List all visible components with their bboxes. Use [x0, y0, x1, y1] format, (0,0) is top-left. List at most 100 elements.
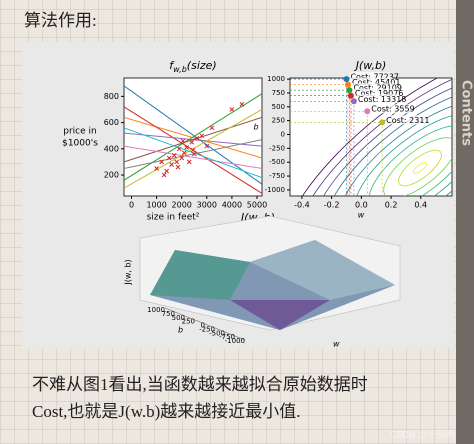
y-axis-label: price in [63, 127, 96, 137]
side-text: Contents [459, 80, 474, 146]
contour [353, 112, 452, 196]
y-tick-label: -1000 [265, 186, 285, 194]
data-point [181, 150, 187, 156]
heading: 算法作用: [24, 11, 97, 30]
data-point [174, 159, 180, 165]
y-tick-label: -250 [269, 144, 285, 152]
data-point [179, 155, 185, 161]
x-tick-label: 5000 [247, 201, 267, 210]
y-tick-label: 200 [104, 171, 119, 180]
x-axis-label: w [333, 340, 340, 349]
label-box [350, 77, 393, 87]
caption-line: 不难从图1看出,当函数越来越拟合原始数据时 [32, 375, 368, 394]
data-point [229, 107, 235, 112]
data-point [184, 145, 190, 150]
label-box [385, 115, 428, 125]
data-point [186, 159, 192, 165]
x-tick-label: 0.0 [355, 201, 368, 210]
data-point [199, 133, 205, 139]
contour [290, 78, 452, 196]
descent-point [379, 119, 386, 126]
y-tick-label: -750 [269, 172, 285, 180]
label-box [353, 88, 396, 98]
descent-point [364, 108, 371, 115]
fit-line [123, 85, 263, 185]
surface [150, 250, 250, 300]
descent-point [346, 87, 353, 94]
b-tick-label: 250 [182, 318, 195, 326]
y-tick-label: 750 [272, 89, 285, 97]
cost-label: Cost: 13318 [358, 95, 406, 104]
contour [324, 87, 452, 196]
watermark: CSDN @于新明 [390, 429, 455, 441]
axis [164, 307, 246, 341]
b-tick-label: 750 [162, 310, 175, 318]
caption-line: Cost,也就是J(w.b)越来越接近最小值. [32, 402, 301, 421]
data-point [209, 125, 215, 131]
title-tail: (size) [187, 59, 217, 72]
x-tick-label: 2000 [172, 201, 192, 210]
contour [398, 149, 442, 187]
title-sub: w,b [173, 65, 187, 74]
fit-line [123, 109, 263, 189]
fit-line [123, 116, 263, 163]
x-tick-label: 0.4 [414, 201, 427, 210]
fit-line [123, 116, 263, 159]
fit-line [123, 145, 263, 169]
x-tick-label: 4000 [222, 201, 242, 210]
cost-label: Cost: 2311 [386, 116, 429, 125]
x-tick-label: 0 [129, 201, 134, 210]
contour [338, 100, 452, 196]
data-point [164, 168, 170, 174]
x-tick-label: -0.4 [294, 201, 310, 210]
y-tick-label: 1000 [267, 75, 285, 83]
cost-label: Cost: 19076 [355, 89, 403, 98]
data-point [191, 151, 197, 157]
x-axis-label: w [358, 211, 365, 220]
descent-point [343, 76, 350, 83]
label-box [349, 72, 392, 82]
data-point [180, 138, 186, 144]
y-axis-label: b [253, 123, 258, 132]
cost-label: Cost: 3559 [371, 105, 414, 114]
data-point [239, 101, 245, 107]
b-tick-label: 0 [201, 322, 205, 330]
data-point [154, 166, 159, 171]
label-box [370, 104, 413, 114]
cost-label: Cost: 45401 [352, 78, 400, 87]
x-axis-label: size in feet² [147, 213, 200, 223]
descent-point [347, 92, 354, 99]
data-point [166, 155, 172, 161]
y-axis-label: b [178, 326, 183, 335]
y-tick-label: 0 [281, 131, 285, 139]
b-tick-label: -250 [199, 325, 215, 333]
z-axis-label: J(w, b) [124, 259, 133, 285]
y-tick-label: 500 [272, 103, 285, 111]
b-tick-label: 500 [172, 314, 185, 322]
descent-point [350, 98, 357, 105]
binding [456, 0, 474, 444]
contour [368, 125, 452, 196]
contour [309, 78, 452, 196]
data-point [175, 164, 181, 170]
y-axis-label: $1000's [62, 139, 98, 149]
data-point [190, 147, 196, 153]
b-tick-label: -750 [219, 333, 235, 341]
cost-label: Cost: 29109 [353, 84, 401, 93]
descent-point [344, 81, 351, 88]
contour [413, 162, 427, 174]
data-point [189, 139, 195, 145]
fit-line [123, 93, 263, 181]
data-point [176, 146, 182, 152]
y-tick-label: 400 [104, 144, 119, 153]
x-tick-label: 1000 [146, 201, 166, 210]
surface [230, 300, 330, 330]
y-tick-label: -500 [269, 158, 285, 166]
data-point [159, 159, 164, 165]
b-tick-label: -1000 [225, 337, 245, 345]
data-point [194, 135, 200, 141]
data-point [169, 162, 175, 167]
chart-title: fw,b(size) [169, 59, 216, 74]
